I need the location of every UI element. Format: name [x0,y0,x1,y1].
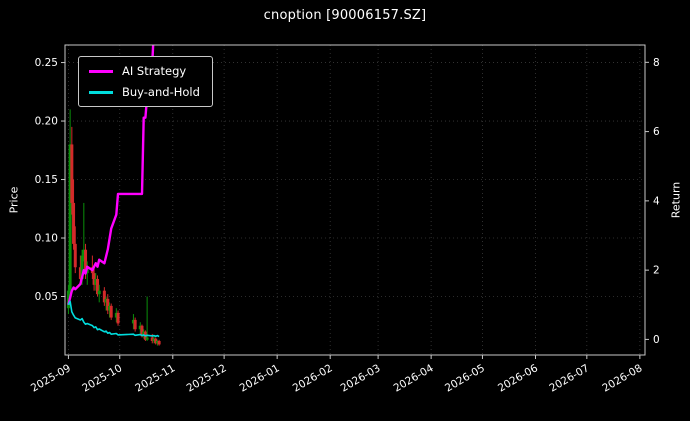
buy-and-hold-line-swatch [89,90,113,94]
candle-body [70,144,74,203]
legend-label-buy-and-hold: Buy-and-Hold [122,85,200,99]
ai-strategy-line-swatch [89,69,113,73]
x-tick-label: 2026-07 [547,362,591,394]
candle-body [107,305,111,311]
candle-body [155,340,159,344]
x-tick-label: 2026-04 [392,362,436,394]
candle-body [96,278,100,295]
y-axis-label-return: Return [669,181,683,219]
y-tick-label-left: 0.10 [35,233,58,245]
y-tick-label-right: 0 [653,334,660,346]
legend-item-buy-and-hold: Buy-and-Hold [89,85,200,99]
candle-body [97,290,101,295]
series-line-ai-strategy [67,45,155,306]
x-tick-label: 2025-10 [80,362,124,394]
x-tick-label: 2026-05 [443,362,487,394]
y-tick-label-right: 8 [653,57,660,69]
y-tick-label-left: 0.05 [35,291,58,303]
candle-body [78,267,82,279]
candle-body [72,202,76,244]
legend: AI Strategy Buy-and-Hold [78,56,213,107]
candle-body [150,337,154,341]
candle-body [104,298,108,303]
x-tick-label: 2025-12 [185,362,229,394]
x-tick-label: 2026-08 [600,362,644,394]
x-tick-label: 2026-02 [291,362,335,394]
x-tick-label: 2026-03 [339,362,383,394]
legend-label-ai-strategy: AI Strategy [122,64,187,78]
axes-frame [64,44,646,356]
candle-body [157,340,161,345]
y-tick-label-left: 0.20 [35,116,58,128]
x-tick-label: 2026-01 [238,362,282,394]
candle-body [145,337,149,340]
candle-body [142,331,146,337]
candle-body [84,249,88,274]
y-tick-label-right: 6 [653,126,660,138]
candle-body [131,319,135,324]
y-tick-label-left: 0.25 [35,57,58,69]
candle-body [114,312,118,318]
candle-body [82,249,86,256]
candle-body [94,278,98,285]
candle-body [68,144,72,291]
candle-body [109,305,113,318]
candle-body [102,290,106,303]
legend-item-ai-strategy: AI Strategy [89,64,200,78]
x-tick-label: 2025-11 [133,362,177,394]
candle-body [138,325,142,330]
candle-body [133,319,137,330]
y-axis-label-price: Price [7,186,21,214]
candle-body [116,312,120,324]
x-tick-label: 2026-06 [496,362,540,394]
series-line-buy-and-hold [67,300,160,338]
candle-body [152,338,156,341]
chart-title: cnoption [90006157.SZ] [263,8,427,23]
candle-body [106,298,110,311]
candle-body [154,338,158,344]
candle-body [92,273,96,285]
y-tick-label-right: 4 [653,195,660,207]
candle-body [80,255,84,279]
candle-body [66,290,70,309]
x-tick-label: 2025-09 [29,362,73,394]
candle-body [140,325,144,337]
y-tick-label-right: 2 [653,265,660,277]
y-tick-label-left: 0.15 [35,174,58,186]
candle-body [73,243,77,268]
candlesticks [66,109,161,346]
